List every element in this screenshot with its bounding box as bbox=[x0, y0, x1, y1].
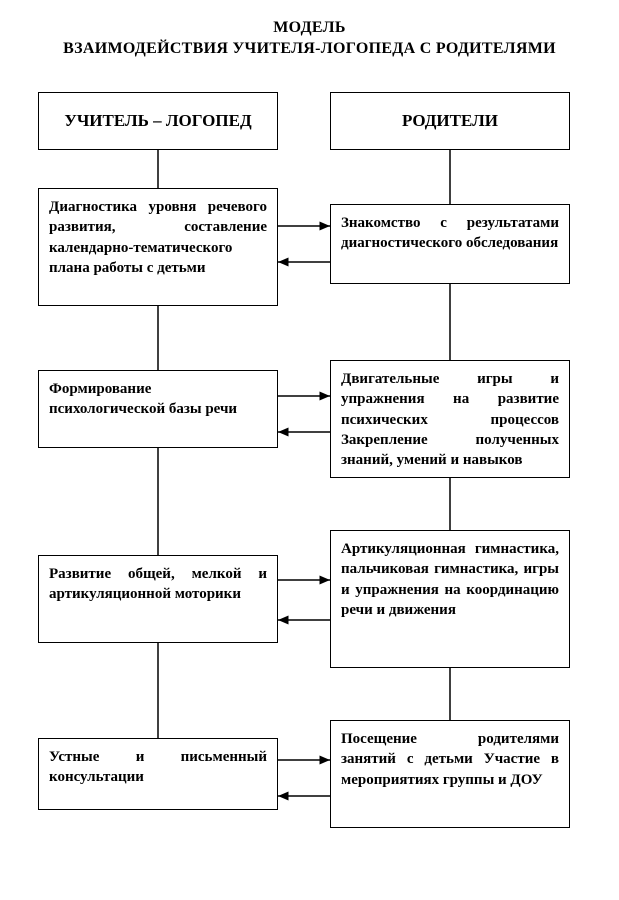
box-left-1: Диагностика уровня речевого развития, со… bbox=[38, 188, 278, 306]
box-right-2: Двигательные игры и упражнения на развит… bbox=[330, 360, 570, 478]
box-right-3: Артикуляционная гимнастика, пальчиковая … bbox=[330, 530, 570, 668]
box-right-2-text: Двигательные игры и упражнения на развит… bbox=[341, 371, 559, 468]
box-right-1: Знакомство с результатами диагностическо… bbox=[330, 204, 570, 284]
diagram-title: МОДЕЛЬ ВЗАИМОДЕЙСТВИЯ УЧИТЕЛЯ-ЛОГОПЕДА С… bbox=[0, 0, 619, 60]
box-left-4-text: Устные и письменный консультации bbox=[49, 749, 267, 785]
header-right: РОДИТЕЛИ bbox=[330, 92, 570, 150]
box-left-2: Формирование психологической базы речи bbox=[38, 370, 278, 448]
box-right-1-text: Знакомство с результатами диагностическо… bbox=[341, 215, 559, 251]
header-left-label: УЧИТЕЛЬ – ЛОГОПЕД bbox=[64, 110, 251, 133]
box-left-4: Устные и письменный консультации bbox=[38, 738, 278, 810]
header-left: УЧИТЕЛЬ – ЛОГОПЕД bbox=[38, 92, 278, 150]
box-left-2-text: Формирование психологической базы речи bbox=[49, 381, 237, 417]
box-left-1-text: Диагностика уровня речевого развития, со… bbox=[49, 199, 267, 276]
box-right-4: Посещение родителями занятий с детьми Уч… bbox=[330, 720, 570, 828]
box-right-3-text: Артикуляционная гимнастика, пальчиковая … bbox=[341, 541, 559, 618]
header-right-label: РОДИТЕЛИ bbox=[402, 110, 498, 133]
title-line2: ВЗАИМОДЕЙСТВИЯ УЧИТЕЛЯ-ЛОГОПЕДА С РОДИТЕ… bbox=[0, 39, 619, 60]
box-left-3-text: Развитие общей, мелкой и артикуляционной… bbox=[49, 566, 267, 602]
box-left-3: Развитие общей, мелкой и артикуляционной… bbox=[38, 555, 278, 643]
box-right-4-text: Посещение родителями занятий с детьми Уч… bbox=[341, 731, 559, 788]
title-line1: МОДЕЛЬ bbox=[0, 18, 619, 39]
